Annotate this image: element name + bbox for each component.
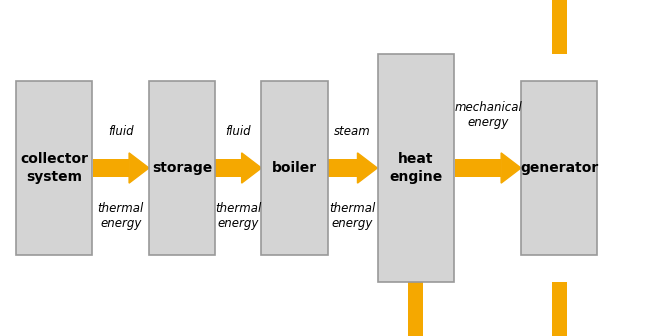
FancyBboxPatch shape	[215, 159, 242, 177]
Text: fluid: fluid	[226, 125, 251, 138]
FancyBboxPatch shape	[455, 159, 501, 177]
Polygon shape	[501, 153, 521, 183]
FancyBboxPatch shape	[93, 159, 129, 177]
Text: generator: generator	[520, 161, 598, 175]
Text: heat
engine: heat engine	[389, 152, 442, 184]
Text: boiler: boiler	[272, 161, 317, 175]
FancyBboxPatch shape	[521, 81, 597, 255]
FancyBboxPatch shape	[552, 282, 567, 336]
FancyBboxPatch shape	[261, 81, 328, 255]
Polygon shape	[242, 153, 261, 183]
FancyBboxPatch shape	[408, 282, 423, 336]
FancyBboxPatch shape	[377, 54, 454, 282]
Text: thermal
energy: thermal energy	[330, 202, 375, 229]
FancyBboxPatch shape	[552, 0, 567, 54]
FancyBboxPatch shape	[149, 81, 215, 255]
Text: mechanical
energy: mechanical energy	[454, 101, 522, 129]
Polygon shape	[357, 153, 377, 183]
Text: thermal
energy: thermal energy	[215, 202, 261, 229]
Text: steam: steam	[334, 125, 371, 138]
Text: thermal
energy: thermal energy	[98, 202, 144, 229]
FancyBboxPatch shape	[328, 159, 357, 177]
Text: collector
system: collector system	[21, 152, 88, 184]
FancyBboxPatch shape	[16, 81, 93, 255]
Text: storage: storage	[152, 161, 213, 175]
Polygon shape	[129, 153, 149, 183]
Text: fluid: fluid	[108, 125, 134, 138]
